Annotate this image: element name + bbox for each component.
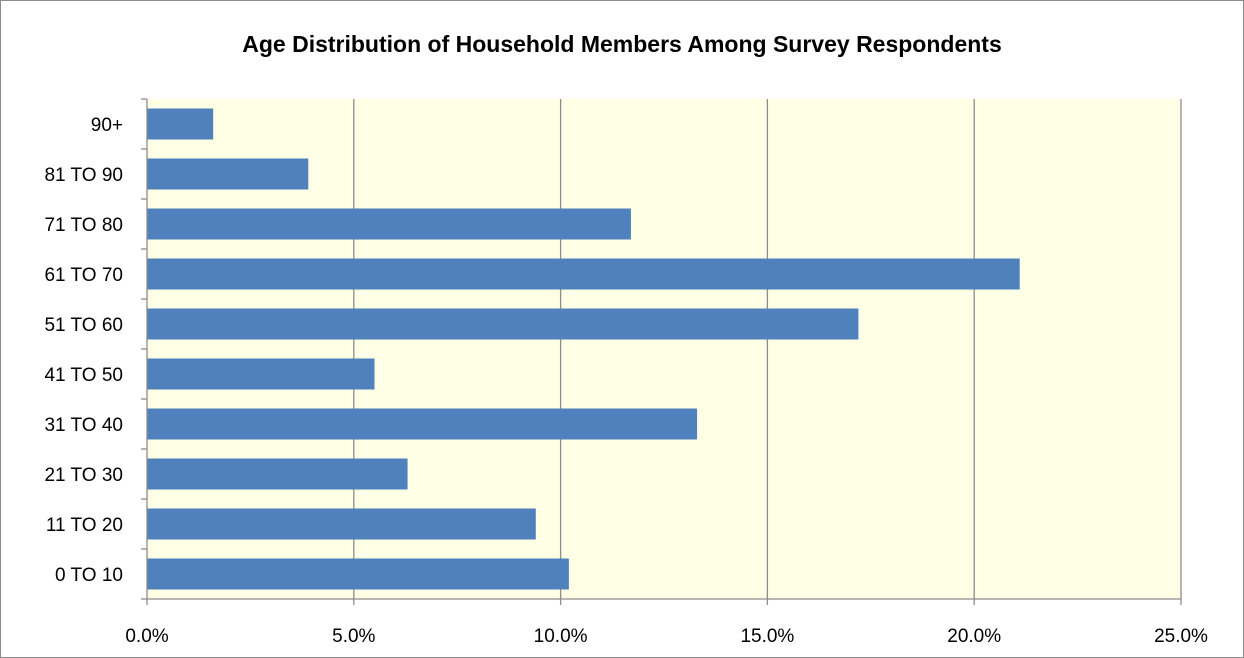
y-tick-label: 90+ [91,115,123,136]
tick-labels: 0 TO 10 11 TO 20 21 TO 30 31 TO 40 41 TO 50 5… [44,115,1208,647]
bars [147,108,1020,590]
x-tick-label: 15.0% [740,626,794,647]
chart-title: Age Distribution of Household Members Am… [242,31,1002,57]
bar [147,208,631,240]
y-tick-label: 51 TO 60 [44,315,123,336]
y-tick-label: 0 TO 10 [55,565,123,586]
y-tick-label: 21 TO 30 [44,465,123,486]
bar [147,108,214,140]
bar [147,258,1020,290]
y-tick-label: 81 TO 90 [44,165,123,186]
axes [141,98,1182,605]
x-tick-label: 0.0% [125,626,168,647]
y-tick-label: 71 TO 80 [44,215,123,236]
bar [147,308,859,340]
x-tick-label: 20.0% [947,626,1001,647]
bar [147,408,698,440]
bar [147,558,569,590]
x-tick-label: 5.0% [332,626,375,647]
y-tick-label: 31 TO 40 [44,415,123,436]
gridlines [353,99,1182,599]
y-tick-label: 41 TO 50 [44,365,123,386]
bar [147,508,536,540]
x-tick-label: 25.0% [1154,626,1208,647]
bar [147,358,375,390]
y-tick-label: 61 TO 70 [44,265,123,286]
x-tick-label: 10.0% [534,626,588,647]
y-tick-label: 11 TO 20 [46,515,123,536]
bar [147,458,408,490]
bar [147,158,309,190]
